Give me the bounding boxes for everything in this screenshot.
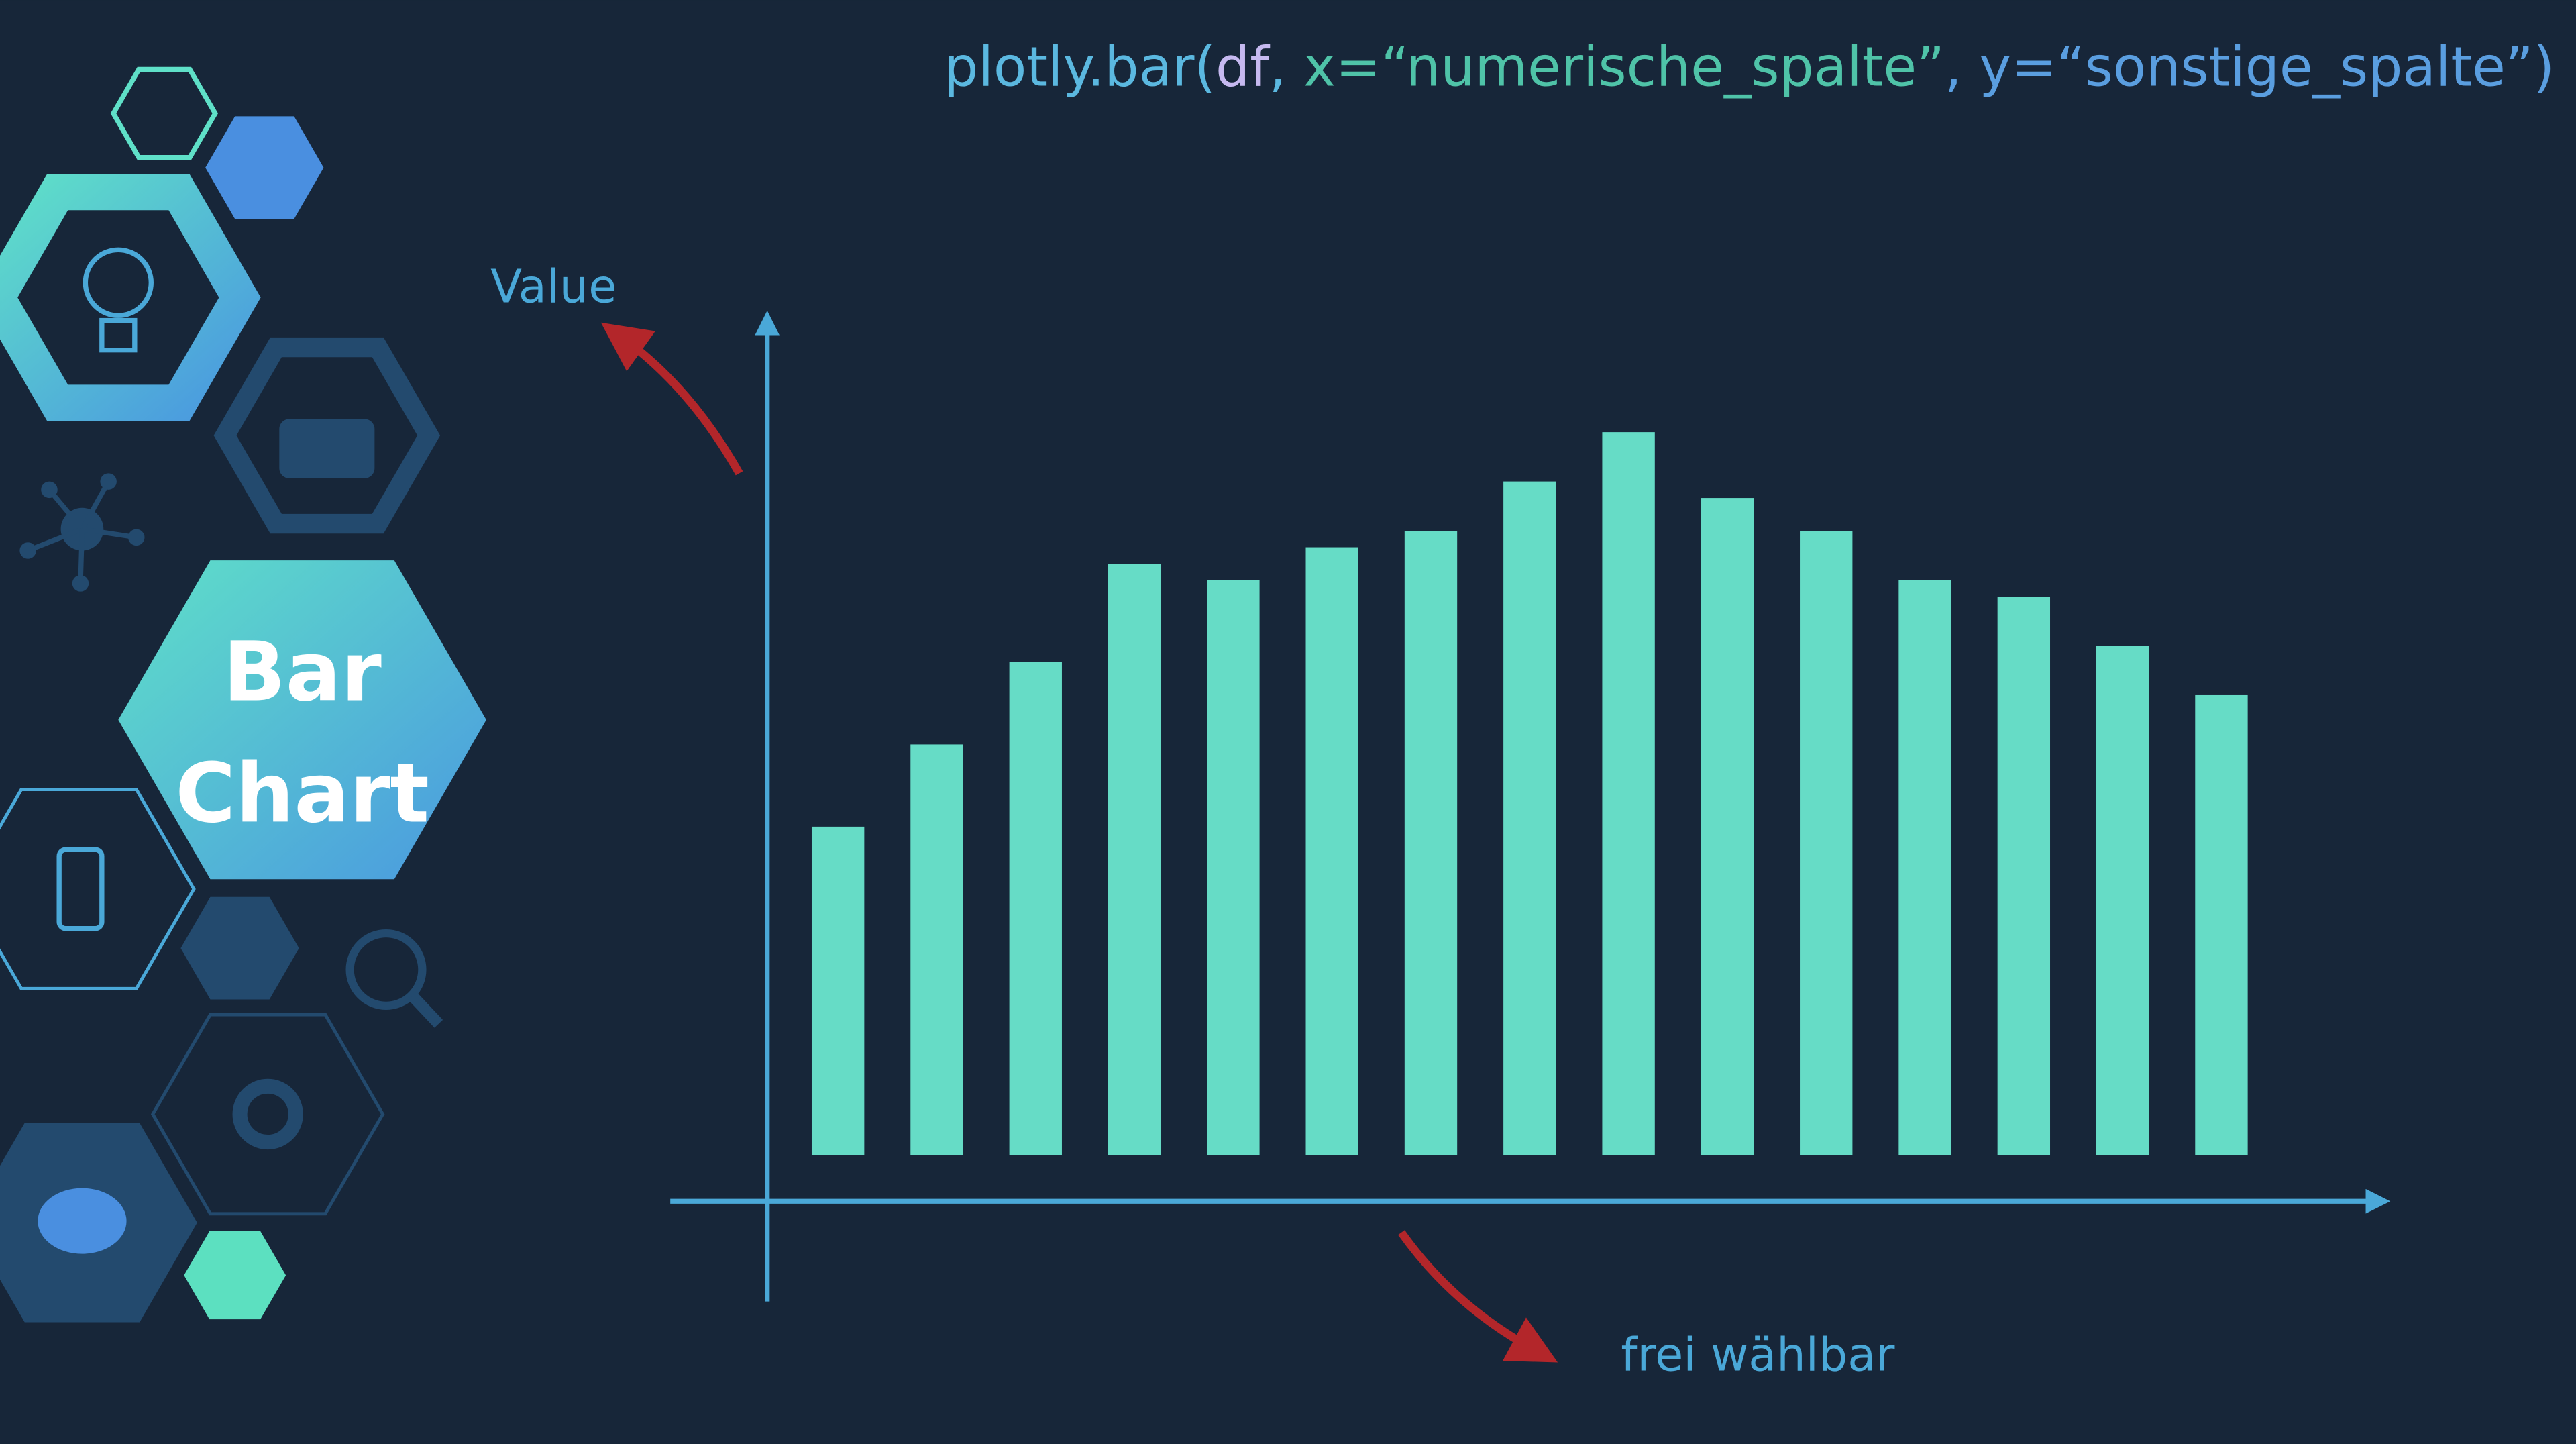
hexagon [110,66,219,160]
bar [1009,662,1062,1155]
bar [1701,498,1754,1155]
code-part: df [1216,36,1270,99]
icon [80,480,111,531]
bar [2195,694,2248,1155]
bar [1503,481,1556,1155]
bar [1305,547,1358,1155]
bar [1602,432,1655,1155]
bar [1800,531,1853,1155]
icon [408,992,443,1028]
bar [811,826,865,1155]
icon [72,575,89,592]
badge-text: Bar [223,623,382,719]
arrow [600,322,743,476]
bar [2096,646,2149,1155]
icon [279,419,375,478]
arrow [1397,1230,1558,1363]
bar [910,744,963,1155]
icon [47,488,85,531]
hexagon [184,1231,286,1320]
badge-text: Chart [175,745,429,841]
icon [27,527,83,553]
icon [128,529,145,546]
icon [345,929,427,1010]
icon [100,473,117,490]
hexagon [180,896,299,1000]
y-axis-label: Value [490,260,616,314]
hexagon [0,174,261,421]
icon [19,542,36,559]
hexagon [0,788,196,990]
icon [83,247,154,318]
code-part: , [1269,36,1303,99]
decoration [0,66,486,1323]
code-part: plotly.bar( [944,36,1216,99]
bar [1898,580,1951,1155]
code-part: x=“numerische_spalte” [1303,36,1945,99]
hexagon [118,560,486,880]
bar [1108,564,1161,1155]
icon [56,847,105,931]
bar [1997,597,2051,1155]
code-part: , y=“sonstige_spalte”) [1945,36,2555,99]
icon [99,317,138,353]
bars [811,432,2248,1155]
icon [81,526,137,540]
bar [1404,531,1458,1155]
icon [78,529,85,584]
code-line: plotly.bar(df, x=“numerische_spalte”, y=… [944,36,2555,99]
x-axis-label: frei wählbar [1621,1328,1895,1382]
icon [41,481,58,499]
icon [38,1188,127,1254]
hexagon [205,116,324,219]
bar [1207,580,1260,1155]
hexagon [150,1013,385,1216]
icon [232,1078,303,1150]
